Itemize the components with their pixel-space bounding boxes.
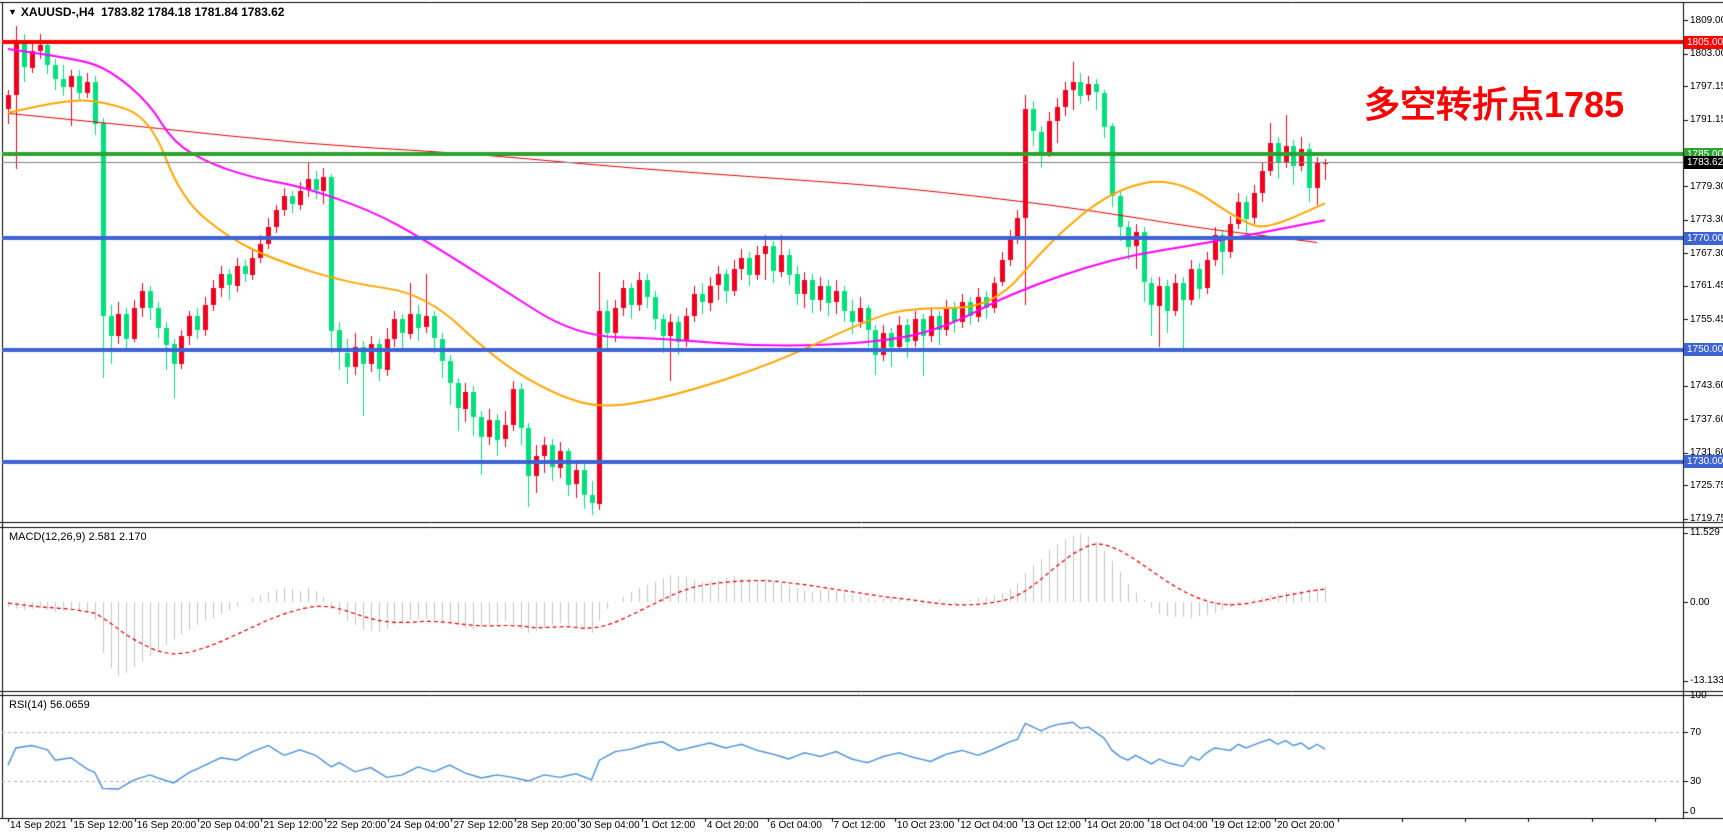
- time-axis-label: 1 Oct 12:00: [643, 820, 696, 831]
- ohlc-values: 1783.82 1784.18 1781.84 1783.62: [100, 5, 285, 19]
- collapse-expand-icon[interactable]: ▼: [8, 7, 17, 17]
- price-axis-label: 1725.75: [1690, 479, 1723, 491]
- price-axis-label: 1773.30: [1690, 214, 1723, 226]
- price-axis-label: 1719.75: [1690, 513, 1723, 525]
- time-axis-label: 27 Sep 12:00: [453, 820, 513, 831]
- price-axis-label: 1797.15: [1690, 80, 1723, 92]
- macd-indicator-label: MACD(12,26,9) 2.581 2.170: [9, 531, 147, 543]
- price-axis-label: 1779.30: [1690, 180, 1723, 192]
- time-axis-label: 20 Oct 20:00: [1277, 820, 1335, 831]
- time-axis-label: 15 Sep 12:00: [73, 820, 133, 831]
- time-axis-label: 28 Sep 20:00: [516, 820, 577, 831]
- rsi-axis-label: 100: [1690, 689, 1707, 701]
- current-price-badge: 1783.62: [1684, 155, 1723, 169]
- price-axis-label: 1767.30: [1690, 247, 1723, 259]
- rsi-axis-label: 0: [1690, 806, 1696, 818]
- time-axis-label: 14 Sep 2021: [10, 820, 67, 831]
- time-axis-label: 10 Oct 23:00: [896, 820, 955, 831]
- rsi-indicator-label: RSI(14) 56.0659: [9, 699, 90, 711]
- price-axis-label: 1809.00: [1690, 14, 1723, 26]
- annotation-text: 多空转折点1785: [1364, 84, 1625, 125]
- price-axis-label: 1791.15: [1690, 114, 1723, 126]
- price-level-badge: 1805.00: [1684, 35, 1723, 49]
- macd-axis-label: 11.529: [1690, 527, 1720, 539]
- time-axis-label: 30 Sep 04:00: [580, 820, 640, 831]
- time-axis-label: 24 Sep 04:00: [390, 820, 450, 831]
- time-axis-label: 16 Sep 20:00: [136, 820, 197, 831]
- symbol-period-label: XAUUSD-,H4: [20, 5, 95, 19]
- price-axis-label: 1803.00: [1690, 48, 1723, 60]
- time-axis-label: 4 Oct 20:00: [706, 820, 759, 831]
- time-axis-label: 20 Sep 04:00: [200, 820, 260, 831]
- price-axis-label: 1743.60: [1690, 380, 1723, 392]
- time-axis-label: 6 Oct 04:00: [770, 820, 822, 831]
- time-axis-label: 7 Oct 12:00: [833, 820, 886, 831]
- price-level-badge: 1730.00: [1684, 455, 1723, 469]
- price-level-badge: 1750.00: [1684, 343, 1723, 357]
- rsi-axis-label: 30: [1690, 775, 1702, 787]
- time-axis-label: 21 Sep 12:00: [263, 820, 323, 831]
- macd-axis-label: -13.133: [1690, 675, 1723, 687]
- chart-title: ▼ XAUUSD-,H4 1783.82 1784.18 1781.84 1783…: [8, 5, 284, 19]
- time-axis-label: 22 Sep 20:00: [326, 820, 387, 831]
- price-axis-label: 1761.45: [1690, 280, 1723, 292]
- price-axis-label: 1731.60: [1690, 447, 1723, 459]
- price-axis-label: 1755.45: [1690, 313, 1723, 325]
- time-axis-label: 12 Oct 04:00: [960, 820, 1018, 831]
- time-axis-label: 14 Oct 20:00: [1086, 820, 1145, 831]
- price-level-badge: 1770.00: [1684, 231, 1723, 245]
- macd-axis-label: 0.00: [1690, 596, 1710, 608]
- time-axis-label: 13 Oct 12:00: [1023, 820, 1081, 831]
- time-axis-label: 19 Oct 12:00: [1213, 820, 1271, 831]
- price-axis-label: 1737.60: [1690, 413, 1723, 425]
- rsi-axis-label: 70: [1690, 726, 1702, 738]
- time-axis-label: 18 Oct 04:00: [1150, 820, 1208, 831]
